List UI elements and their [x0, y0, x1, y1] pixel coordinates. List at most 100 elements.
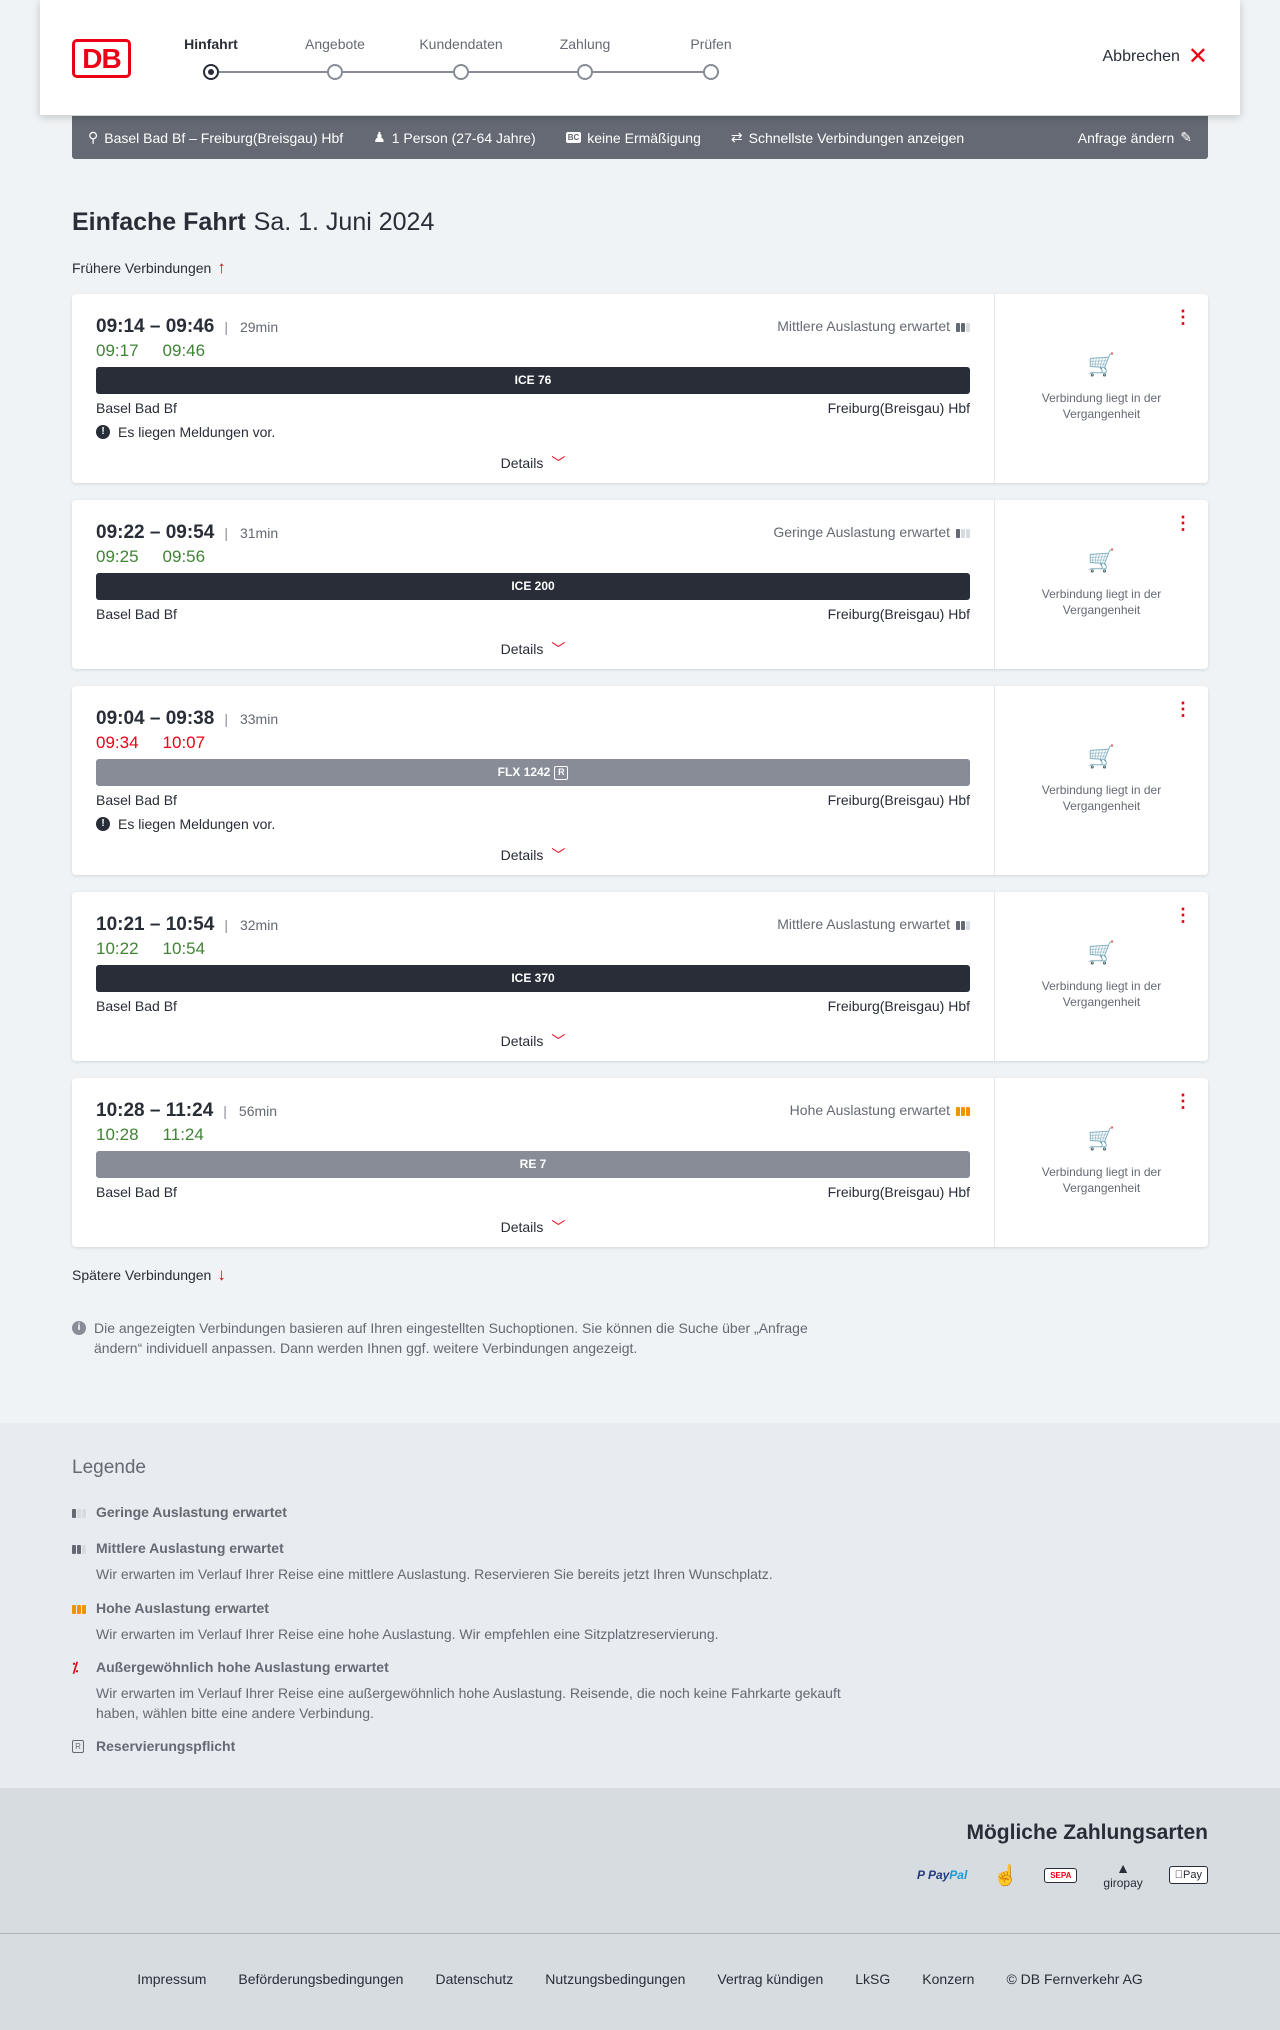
- chevron-down-icon: ﹀: [551, 641, 566, 657]
- booking-panel: ⋮ 🛒 Verbindung liegt in der Vergangenheit: [994, 892, 1208, 1061]
- train-name: FLX 1242: [497, 765, 551, 779]
- cart-unavailable-icon: 🛒: [1087, 352, 1116, 377]
- duration: 56min: [223, 1103, 277, 1119]
- details-label: Details: [500, 1033, 544, 1049]
- planned-times: 09:22 – 09:54 31min: [96, 522, 278, 544]
- realtime-times: 10:22 10:54: [96, 939, 229, 959]
- train-bar[interactable]: ICE 370: [96, 965, 970, 992]
- edit-search-label: Anfrage ändern: [1077, 129, 1175, 146]
- departure-station: Basel Bad Bf: [96, 792, 177, 808]
- footer-link-konzern[interactable]: Konzern: [922, 1971, 975, 1987]
- cart-unavailable-icon: 🛒: [1087, 744, 1116, 769]
- past-connection-status: Verbindung liegt in der Vergangenheit: [1041, 783, 1162, 813]
- message-text: Es liegen Meldungen vor.: [118, 424, 276, 440]
- app-header: DB Hinfahrt Angebote Kundendaten Zahlung…: [40, 0, 1240, 115]
- footer-link-lksg[interactable]: LkSG: [855, 1971, 891, 1987]
- occupancy-info: Mittlere Auslastung erwartet: [777, 916, 970, 932]
- chevron-down-icon: ﹀: [551, 1033, 566, 1049]
- realtime-times: 09:34 10:07: [96, 733, 229, 753]
- departure-arrival: 09:04 – 09:38: [96, 708, 215, 729]
- more-options-icon[interactable]: ⋮: [1174, 1091, 1192, 1111]
- train-bar[interactable]: ICE 76: [96, 367, 970, 394]
- payment-methods: P PayPal ☝ SEPA ▲giropay Pay: [917, 1860, 1208, 1890]
- departure-station: Basel Bad Bf: [96, 606, 177, 622]
- arrival-station: Freiburg(Breisgau) Hbf: [827, 1184, 970, 1200]
- realtime-departure: 09:25: [96, 547, 139, 566]
- details-toggle[interactable]: Details ﹀: [501, 845, 566, 865]
- step-dot-active: [203, 64, 219, 80]
- connection-card: 10:21 – 10:54 32min Mittlere Auslastung er…: [72, 892, 1208, 1061]
- info-text: Die angezeigten Verbindungen basieren au…: [94, 1320, 808, 1356]
- duration: 32min: [224, 917, 278, 933]
- details-toggle[interactable]: Details ﹀: [501, 453, 566, 473]
- footer-link-datenschutz[interactable]: Datenschutz: [435, 1971, 514, 1987]
- chevron-down-icon: ﹀: [551, 455, 566, 471]
- medium-occupancy-icon: [72, 1542, 86, 1554]
- train-name: ICE 370: [511, 971, 555, 985]
- past-connection-status: Verbindung liegt in der Vergangenheit: [1041, 391, 1162, 421]
- more-options-icon[interactable]: ⋮: [1174, 699, 1192, 719]
- booking-panel: ⋮ 🛒 Verbindung liegt in der Vergangenheit: [994, 686, 1208, 875]
- planned-times: 10:21 – 10:54 32min: [96, 914, 278, 936]
- chevron-down-icon: ﹀: [551, 1219, 566, 1235]
- earlier-connections-link[interactable]: Frühere Verbindungen ↑: [72, 258, 226, 278]
- fastest-option: ⇄ Schnellste Verbindungen anzeigen: [731, 129, 964, 146]
- more-options-icon[interactable]: ⋮: [1174, 513, 1192, 533]
- paypal-icon: P PayPal: [917, 1868, 968, 1882]
- occupancy-info: Geringe Auslastung erwartet: [773, 524, 970, 540]
- more-options-icon[interactable]: ⋮: [1174, 307, 1192, 327]
- later-connections-link[interactable]: Spätere Verbindungen ↓: [72, 1265, 226, 1285]
- train-bar[interactable]: ICE 200: [96, 573, 970, 600]
- location-pin-icon: ⚲: [88, 129, 99, 145]
- train-bar[interactable]: RE 7: [96, 1151, 970, 1178]
- arrival-station: Freiburg(Breisgau) Hbf: [827, 400, 970, 416]
- departure-arrival: 10:21 – 10:54: [96, 914, 215, 935]
- sepa-icon: SEPA: [1044, 1867, 1078, 1883]
- more-options-icon[interactable]: ⋮: [1174, 905, 1192, 925]
- planned-times: 09:14 – 09:46 29min: [96, 316, 278, 338]
- connection-card: 10:28 – 11:24 56min Hohe Auslastung erwart…: [72, 1078, 1208, 1247]
- swap-arrows-icon: ⇄: [730, 129, 743, 145]
- departure-arrival: 09:22 – 09:54: [96, 522, 215, 543]
- duration: 31min: [224, 525, 278, 541]
- edit-search-button[interactable]: Anfrage ändern ✎: [1078, 129, 1192, 146]
- giropay-icon: ▲ giropay: [1103, 1860, 1142, 1890]
- booking-panel: ⋮ 🛒 Verbindung liegt in der Vergangenheit: [994, 500, 1208, 669]
- trip-date: Sa. 1. Juni 2024: [253, 208, 435, 236]
- message-text: Es liegen Meldungen vor.: [118, 816, 276, 832]
- footer-link-impressum[interactable]: Impressum: [137, 1971, 207, 1987]
- footer-link-vertrag-kuendigen[interactable]: Vertrag kündigen: [717, 1971, 824, 1987]
- warning-icon: !: [96, 817, 110, 831]
- discount-text: keine Ermäßigung: [587, 129, 701, 146]
- step-dot: [453, 64, 469, 80]
- reservation-required-icon: R: [72, 1740, 84, 1753]
- details-toggle[interactable]: Details ﹀: [501, 1031, 566, 1051]
- realtime-times: 09:25 09:56: [96, 547, 229, 567]
- route-text: Basel Bad Bf – Freiburg(Breisgau) Hbf: [104, 129, 344, 146]
- details-toggle[interactable]: Details ﹀: [501, 1217, 566, 1237]
- cancel-button[interactable]: Abbrechen ✕: [1102, 45, 1209, 69]
- departure-arrival: 10:28 – 11:24: [96, 1100, 214, 1121]
- paypal-text-b: Pal: [949, 1868, 968, 1882]
- realtime-arrival: 11:24: [162, 1125, 204, 1144]
- realtime-departure: 09:34: [96, 733, 139, 752]
- trip-type: Einfache Fahrt: [72, 208, 246, 236]
- train-bar[interactable]: FLX 1242 R: [96, 759, 970, 786]
- connection-card: 09:22 – 09:54 31min Geringe Auslastung erw…: [72, 500, 1208, 669]
- low-occupancy-icon: [72, 1506, 86, 1518]
- train-name: ICE 76: [514, 373, 552, 387]
- realtime-arrival: 10:07: [162, 733, 206, 752]
- occupancy-info: Hohe Auslastung erwartet: [790, 1102, 970, 1118]
- connection-card: 09:14 – 09:46 29min Mittlere Auslastung er…: [72, 294, 1208, 483]
- footer-link-nutzungsbedingungen[interactable]: Nutzungsbedingungen: [545, 1971, 686, 1987]
- booking-panel: ⋮ 🛒 Verbindung liegt in der Vergangenheit: [994, 294, 1208, 483]
- cancel-label: Abbrechen: [1102, 48, 1180, 65]
- db-logo[interactable]: DB: [72, 39, 131, 78]
- planned-times: 09:04 – 09:38 33min: [96, 708, 278, 730]
- apple-pay-icon: Pay: [1168, 1866, 1208, 1884]
- arrival-station: Freiburg(Breisgau) Hbf: [827, 998, 970, 1014]
- details-toggle[interactable]: Details ﹀: [501, 639, 566, 659]
- footer-link-befoerderungsbedingungen[interactable]: Beförderungsbedingungen: [238, 1971, 404, 1987]
- giropay-text: giropay: [1103, 1876, 1143, 1890]
